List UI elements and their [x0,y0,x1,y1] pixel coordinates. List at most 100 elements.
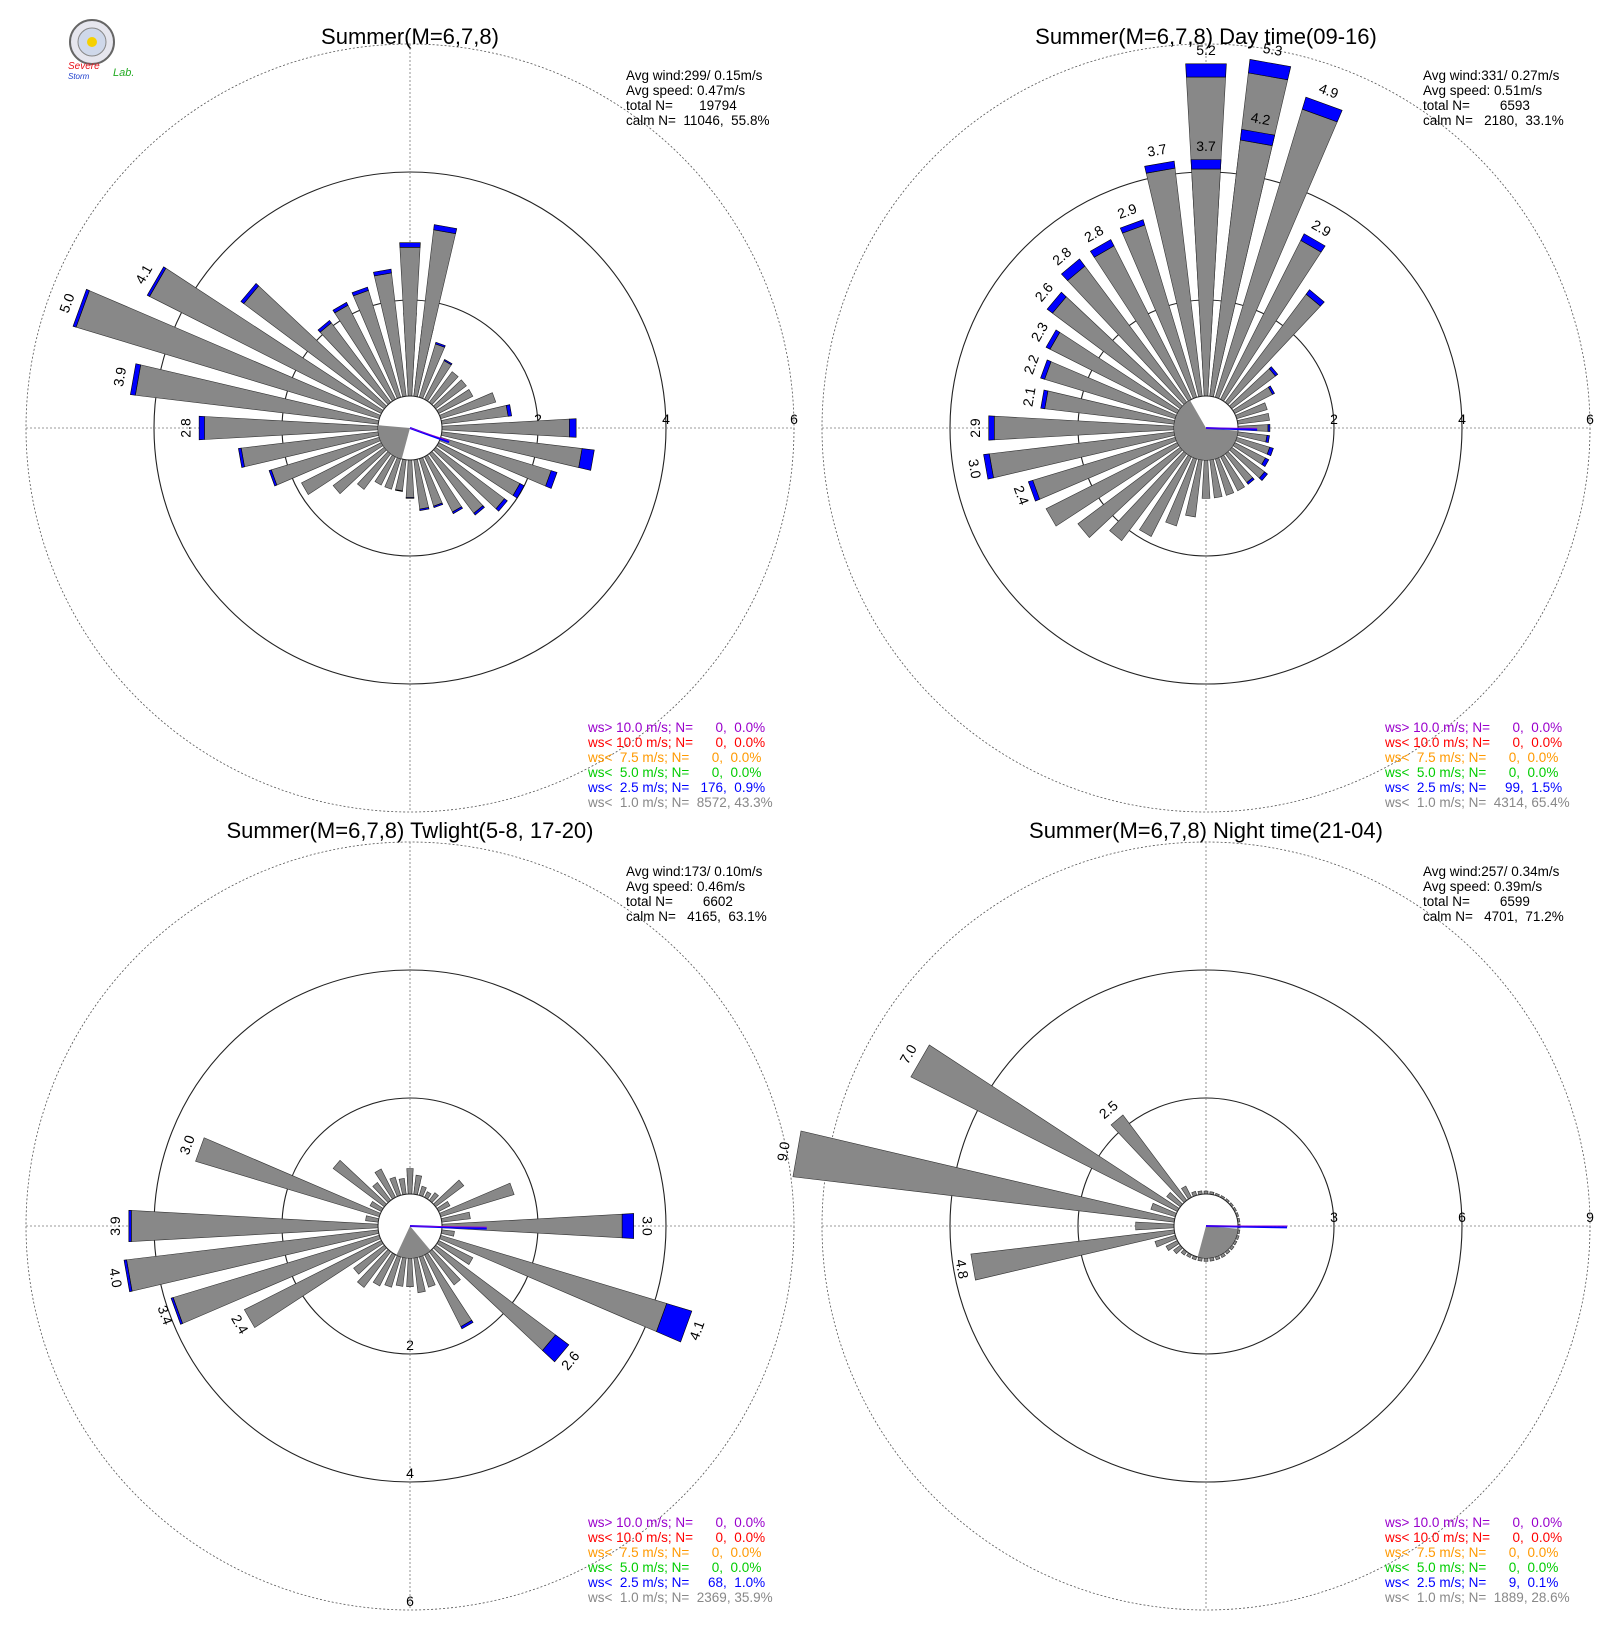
bar-value-label: 2.9 [1309,216,1334,240]
wind-rose-panel-3: 2463.04.12.62.43.44.03.93.0Summer(M=6,7,… [26,818,794,1610]
wind-rose-figure: 2 4 62.83.95.04.1Summer(M=6,7,8)Avg wind:2… [0,0,1620,1640]
legend-entry-2: ws< 10.0 m/s; N= 0, 0.0% [1384,1530,1562,1545]
stats-line-2: Avg speed: 0.39m/s [1423,879,1542,894]
bar-blue-segment [1268,424,1270,431]
bar-value-label: 7.0 [896,1041,920,1066]
bar-blue-segment [1191,160,1221,169]
bar-value-label: 9.0 [774,1140,793,1162]
stats-line-3: total N= 19794 [626,98,737,113]
ring-label-4: 4 [406,1465,414,1481]
ring-label-9: 9 [1586,1209,1594,1225]
bar-value-label: 2.4 [1011,483,1033,507]
logo-line-2: Storm [68,72,90,81]
legend-entry-4: ws< 5.0 m/s; N= 0, 0.0% [587,1560,761,1575]
legend-entry-6: ws< 1.0 m/s; N= 2369, 35.9% [587,1590,773,1605]
bar-value-label: 2.6 [1031,279,1056,304]
bar-value-label: 3.7 [1196,138,1216,154]
bar-value-label: 4.0 [106,1267,125,1289]
bar-value-label: 4.9 [1317,80,1341,102]
ring-label-2: 2 [406,1337,414,1353]
bar-blue-segment [989,416,995,440]
ring-label-2: 2 [1330,411,1338,427]
panel-title: Summer(M=6,7,8) Day time(09-16) [1035,24,1377,49]
logo-line-1: Severe [68,61,100,72]
ring-label-4: 4 [1458,411,1466,427]
bar-value-label: 3.7 [1146,141,1168,160]
panel-title: Summer(M=6,7,8) Night time(21-04) [1029,818,1383,843]
legend-entry-4: ws< 5.0 m/s; N= 0, 0.0% [1384,765,1558,780]
ring-label-6: 6 [406,1593,414,1609]
wind-rose-panel-2: 2 4 65.2 5.34.92.92.43.02.92.12.22.32.62.82… [822,24,1594,812]
legend-entry-2: ws< 10.0 m/s; N= 0, 0.0% [587,1530,765,1545]
legend-entry-1: ws> 10.0 m/s; N= 0, 0.0% [587,720,765,735]
stats-line-2: Avg speed: 0.46m/s [626,879,745,894]
bar-blue-segment [406,498,414,499]
legend-entry-5: ws< 2.5 m/s; N= 9, 0.1% [1384,1575,1558,1590]
bar-blue-segment [1186,64,1227,77]
bar-value-label: 2.8 [1081,222,1106,246]
wind-rose-panels: 2 4 62.83.95.04.1Summer(M=6,7,8)Avg wind:2… [26,24,1594,1610]
bar-value-label: 3.9 [110,366,129,388]
bar-value-label: 2.8 [1049,244,1074,269]
legend-entry-3: ws< 7.5 m/s; N= 0, 0.0% [1384,1545,1558,1560]
stats-line-2: Avg speed: 0.47m/s [626,83,745,98]
bar-180deg [1202,460,1210,498]
bar-value-label: 4.2 [1250,109,1272,128]
bar-blue-segment [622,1213,634,1238]
bar-gray-segment [406,460,414,498]
stats-line-4: calm N= 2180, 33.1% [1423,113,1564,128]
stats-line-2: Avg speed: 0.51m/s [1423,83,1542,98]
stats-line-4: calm N= 4165, 63.1% [626,909,767,924]
bar-value-label: 2.8 [178,418,194,438]
legend-entry-3: ws< 7.5 m/s; N= 0, 0.0% [1384,750,1558,765]
bar-gray-segment [424,1253,471,1327]
legend-entry-1: ws> 10.0 m/s; N= 0, 0.0% [587,1515,765,1530]
legend-entry-5: ws< 2.5 m/s; N= 176, 0.9% [587,780,765,795]
bar-180deg [407,1258,414,1287]
bar-180deg [406,460,414,498]
legend-entry-6: ws< 1.0 m/s; N= 4314, 65.4% [1384,795,1570,810]
ring-label-6: 6 [1586,411,1594,427]
legend-entry-3: ws< 7.5 m/s; N= 0, 0.0% [587,1545,761,1560]
legend-entry-6: ws< 1.0 m/s; N= 1889, 28.6% [1384,1590,1570,1605]
legend-entry-1: ws> 10.0 m/s; N= 0, 0.0% [1384,1515,1562,1530]
bar-gray-segment [366,1216,379,1222]
ring-label-4: 4 [662,411,670,427]
bar-150deg [424,1253,473,1329]
bar-370deg [414,225,457,397]
bar-360deg [407,1168,413,1194]
stats-line-3: total N= 6599 [1423,894,1530,909]
bar-value-label: 3.0 [176,1133,198,1157]
stats-line-1: Avg wind:331/ 0.27m/s [1423,68,1560,83]
stats-line-3: total N= 6602 [626,894,733,909]
stats-line-3: total N= 6593 [1423,98,1530,113]
legend-entry-1: ws> 10.0 m/s; N= 0, 0.0% [1384,720,1562,735]
logo-star-icon [87,37,97,47]
bar-value-label: 2.3 [1027,319,1051,344]
wind-rose-panel-4: 3 6 9 4.8 9.0 7.0 2.5 Summer(M=6,7,8) Night tim… [774,818,1594,1610]
bar-value-label: 3.0 [965,458,984,480]
legend-entry-6: ws< 1.0 m/s; N= 8572, 43.3% [587,795,773,810]
bar-value-label: 3.9 [107,1216,123,1236]
wind-rose-panel-1: 2 4 62.83.95.04.1Summer(M=6,7,8)Avg wind:2… [26,24,798,812]
stats-line-1: Avg wind:173/ 0.10m/s [626,864,763,879]
bar-blue-segment [129,1210,131,1241]
legend-entry-2: ws< 10.0 m/s; N= 0, 0.0% [1384,735,1562,750]
stats-line-1: Avg wind:299/ 0.15m/s [626,68,763,83]
bar-gray-segment [407,1258,414,1287]
bar-value-label: 4.1 [132,262,156,287]
bar-gray-segment [407,1168,413,1194]
bar-value-label: 4.8 [953,1258,972,1280]
panel-title: Summer(M=6,7,8) [321,24,499,49]
stats-line-4: calm N= 11046, 55.8% [626,113,769,128]
bar-gray-segment [971,1230,1175,1280]
legend-entry-4: ws< 5.0 m/s; N= 0, 0.0% [587,765,761,780]
bar-value-label: 2.9 [1115,200,1139,222]
bar-blue-segment [569,419,576,438]
bar-gray-segment [1202,460,1210,498]
bar-value-label: 3.0 [639,1216,655,1236]
bar-value-label: 2.2 [1020,352,1042,376]
bar-blue-segment [400,243,421,248]
legend-entry-2: ws< 10.0 m/s; N= 0, 0.0% [587,735,765,750]
bar-value-label: 2.5 [1096,1097,1121,1122]
